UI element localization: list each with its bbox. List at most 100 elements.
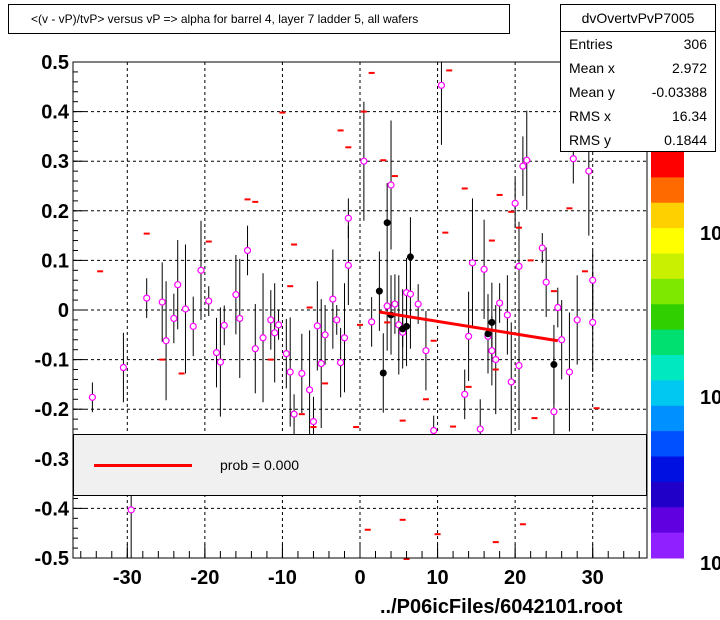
stats-label: RMS y bbox=[569, 132, 611, 148]
palette-swatch bbox=[651, 228, 684, 254]
scatter-point bbox=[569, 155, 577, 163]
scatter-point bbox=[589, 276, 597, 284]
stats-value: 2.972 bbox=[671, 60, 707, 76]
palette-swatch bbox=[651, 507, 684, 534]
scatter-point bbox=[554, 303, 562, 312]
scatter-point bbox=[492, 356, 500, 364]
scatter-point bbox=[197, 266, 205, 274]
y-tick-label: 0.4 bbox=[41, 102, 70, 124]
profile-point bbox=[484, 330, 492, 338]
scatter-point bbox=[174, 281, 182, 289]
scatter-point bbox=[216, 358, 224, 366]
scatter-point bbox=[340, 334, 349, 342]
scatter-point bbox=[468, 259, 477, 267]
scatter-point bbox=[205, 297, 213, 305]
profile-point bbox=[383, 219, 391, 227]
scatter-point bbox=[232, 291, 240, 299]
palette-swatch bbox=[651, 355, 684, 381]
scatter-point bbox=[488, 347, 496, 355]
scatter-point bbox=[344, 214, 352, 222]
scatter-point bbox=[143, 294, 151, 302]
x-tick-label: -30 bbox=[113, 567, 142, 589]
scatter-point bbox=[274, 321, 283, 329]
scatter-point bbox=[519, 162, 527, 170]
scatter-point bbox=[476, 425, 484, 433]
palette-label: 10 bbox=[700, 387, 720, 409]
scatter-point bbox=[162, 337, 170, 345]
scatter-point bbox=[119, 363, 128, 372]
scatter-point bbox=[503, 311, 511, 319]
scatter-point bbox=[271, 329, 279, 337]
palette-swatch bbox=[651, 431, 684, 457]
scatter-point bbox=[437, 81, 446, 89]
stats-row: Entries 306 bbox=[561, 32, 715, 56]
palette-swatch bbox=[651, 278, 684, 305]
palette-swatch bbox=[651, 329, 684, 356]
stats-value: 0.1844 bbox=[664, 132, 707, 148]
scatter-point bbox=[243, 246, 252, 255]
y-tick-label: 0.2 bbox=[41, 201, 69, 223]
stats-label: RMS x bbox=[569, 108, 611, 124]
file-path-label: ../P06icFiles/6042101.root bbox=[380, 596, 623, 618]
scatter-point bbox=[538, 244, 546, 252]
scatter-point bbox=[422, 347, 430, 355]
y-tick-label: 0.5 bbox=[41, 52, 69, 74]
y-tick-label: -0.5 bbox=[35, 548, 69, 570]
palette-label: 10 bbox=[700, 223, 720, 245]
y-tick-label: 0.3 bbox=[41, 151, 69, 173]
profile-point bbox=[403, 322, 411, 330]
scatter-point bbox=[220, 321, 228, 329]
scatter-point bbox=[321, 331, 329, 339]
scatter-point bbox=[430, 426, 438, 435]
scatter-point bbox=[181, 305, 190, 313]
x-tick-label: 20 bbox=[504, 567, 526, 589]
scatter-point bbox=[550, 408, 558, 416]
palette-swatch bbox=[651, 253, 684, 280]
scatter-point bbox=[317, 359, 325, 368]
palette-swatch bbox=[651, 177, 684, 204]
scatter-point bbox=[337, 358, 345, 367]
scatter-point bbox=[170, 314, 178, 323]
stats-row: RMS y 0.1844 bbox=[561, 128, 715, 152]
stats-label: Mean x bbox=[569, 60, 615, 76]
scatter-point bbox=[368, 318, 376, 326]
scatter-point bbox=[333, 316, 341, 324]
scatter-point bbox=[414, 300, 422, 308]
stats-value: -0.03388 bbox=[651, 84, 707, 100]
stats-row: RMS x 16.34 bbox=[561, 104, 715, 128]
legend-label: prob = 0.000 bbox=[220, 457, 300, 473]
palette-swatch bbox=[651, 202, 684, 229]
scatter-point bbox=[305, 386, 314, 394]
scatter-point bbox=[251, 345, 259, 353]
y-tick-label: 0.1 bbox=[41, 250, 69, 272]
scatter-point bbox=[507, 378, 515, 386]
scatter-point bbox=[461, 390, 469, 398]
x-tick-label: 10 bbox=[426, 567, 448, 589]
scatter-point bbox=[496, 299, 504, 307]
y-tick-label: -0.2 bbox=[35, 399, 69, 421]
scatter-point bbox=[158, 298, 166, 306]
stats-box: dvOvertvPvP7005 Entries 306 Mean x 2.972… bbox=[560, 4, 716, 152]
palette-label: 10 bbox=[700, 553, 720, 575]
profile-point bbox=[488, 318, 496, 326]
scatter-point bbox=[406, 290, 415, 298]
scatter-point bbox=[88, 393, 96, 401]
scatter-point bbox=[542, 278, 550, 286]
x-tick-label: -20 bbox=[190, 567, 219, 589]
profile-point bbox=[406, 253, 414, 261]
palette-swatch bbox=[651, 304, 684, 331]
scatter-point bbox=[464, 332, 473, 340]
scatter-point bbox=[127, 506, 135, 514]
y-tick-label: 0 bbox=[58, 300, 69, 322]
scatter-point bbox=[259, 334, 267, 342]
scatter-point bbox=[558, 336, 566, 344]
fit-legend: prob = 0.000 bbox=[73, 434, 647, 496]
stats-row: Mean x 2.972 bbox=[561, 56, 715, 80]
scatter-point bbox=[585, 167, 593, 175]
y-tick-label: -0.3 bbox=[35, 449, 69, 471]
x-tick-label: 0 bbox=[354, 567, 365, 589]
scatter-point bbox=[360, 157, 368, 165]
scatter-point bbox=[573, 316, 581, 324]
scatter-point bbox=[387, 181, 395, 189]
profile-points bbox=[375, 219, 558, 377]
